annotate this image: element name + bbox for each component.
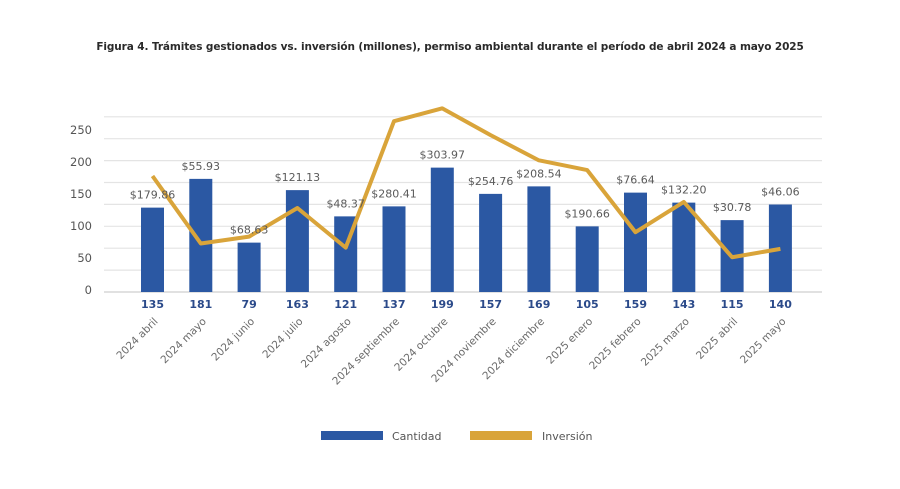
data-label-cantidad: 169	[527, 298, 550, 311]
bar-cantidad	[575, 226, 599, 292]
bar-cantidad	[768, 204, 792, 292]
legend-swatch-inversion	[470, 431, 532, 440]
y-tick-label: 100	[70, 219, 92, 233]
data-label-cantidad: 137	[383, 298, 406, 311]
data-label-inversion: $132.20	[661, 184, 707, 197]
x-tick-label: 2024 junio	[209, 316, 257, 364]
data-label-inversion: $208.54	[516, 167, 562, 180]
x-tick-label: 2025 marzo	[639, 316, 692, 369]
data-label-cantidad: 140	[769, 298, 792, 311]
bar-cantidad	[672, 202, 696, 292]
data-label-inversion: $121.13	[275, 171, 321, 184]
x-tick-label: 2024 julio	[260, 316, 305, 361]
x-tick-label: 2025 febrero	[587, 316, 644, 373]
data-label-cantidad: 79	[241, 298, 256, 311]
gridlines	[104, 116, 822, 293]
data-label-inversion: $46.06	[761, 186, 800, 199]
line-inversion	[150, 106, 781, 260]
legend-label-inversion: Inversión	[542, 430, 593, 443]
bar-cantidad	[624, 192, 647, 292]
data-labels-inversion: $179.86 $55.93 $68.63 $121.13 $48.37 $280.41 $…	[130, 149, 800, 237]
data-label-inversion: $55.93	[182, 160, 221, 173]
data-label-cantidad: 115	[721, 298, 744, 311]
data-label-inversion: $303.97	[420, 149, 466, 162]
data-labels-cantidad: 135 181 79 163 121 137 199 157 169 105 159 143 115 14…	[141, 298, 792, 311]
bar-cantidad	[527, 186, 551, 292]
legend: Cantidad Inversión	[321, 430, 593, 443]
bar-cantidad	[189, 178, 213, 292]
data-label-cantidad: 159	[624, 298, 647, 311]
chart-title: Figura 4. Trámites gestionados vs. inver…	[96, 41, 804, 53]
data-label-cantidad: 157	[479, 298, 502, 311]
data-label-inversion: $76.64	[616, 174, 655, 187]
y-tick-label: 50	[77, 251, 92, 265]
data-label-cantidad: 163	[286, 298, 309, 311]
data-label-cantidad: 135	[141, 298, 164, 311]
y-tick-label: 150	[70, 187, 92, 201]
x-tick-label: 2024 mayo	[158, 316, 208, 366]
line-series-inversion	[150, 106, 781, 260]
data-label-cantidad: 181	[189, 298, 212, 311]
data-label-inversion: $68.63	[230, 224, 269, 237]
y-tick-label: 0	[85, 283, 92, 297]
bar-cantidad	[382, 206, 406, 292]
x-tick-label: 2024 abril	[114, 316, 160, 362]
data-label-inversion: $30.78	[713, 201, 752, 214]
bar-cantidad	[141, 207, 164, 292]
data-label-cantidad: 199	[431, 298, 454, 311]
bar-cantidad	[285, 190, 309, 292]
y-tick-label: 200	[70, 155, 92, 169]
bar-cantidad	[237, 242, 261, 292]
data-label-inversion: $190.66	[564, 207, 610, 220]
x-tick-label: 2025 abril	[694, 316, 740, 362]
data-label-inversion: $254.76	[468, 175, 514, 188]
bar-cantidad	[479, 193, 503, 292]
x-tick-label: 2025 enero	[544, 316, 595, 367]
legend-swatch-cantidad	[321, 431, 383, 440]
data-label-inversion: $48.37	[326, 197, 365, 210]
bar-series-cantidad	[141, 167, 792, 292]
bar-cantidad	[430, 167, 454, 292]
data-label-inversion: $179.86	[130, 189, 176, 202]
data-label-cantidad: 121	[334, 298, 357, 311]
x-tick-label: 2024 agosto	[299, 316, 354, 371]
x-tick-label: 2025 mayo	[738, 316, 788, 366]
data-label-cantidad: 143	[672, 298, 695, 311]
data-label-cantidad: 105	[576, 298, 599, 311]
data-label-inversion: $280.41	[371, 187, 417, 200]
y-axis: 0 50 100 150 200 250	[70, 123, 92, 297]
y-tick-label: 250	[70, 123, 92, 137]
legend-label-cantidad: Cantidad	[392, 430, 441, 443]
